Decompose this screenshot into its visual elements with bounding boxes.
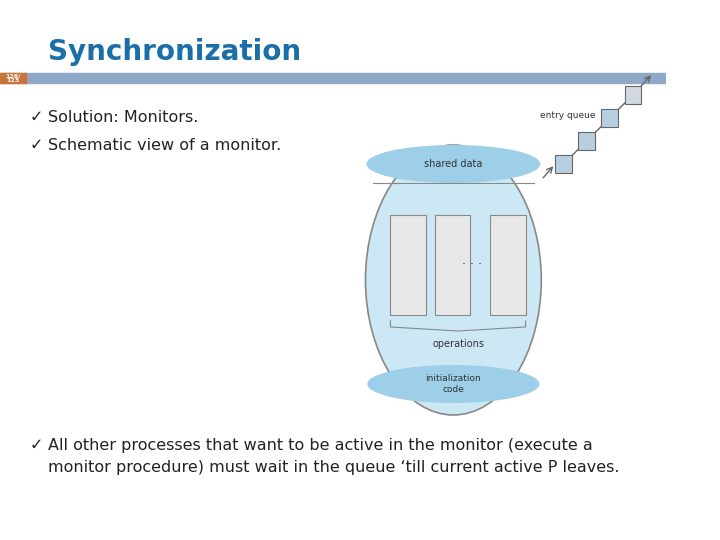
Bar [624,86,642,104]
Text: Schematic view of a monitor.: Schematic view of a monitor. [48,138,282,153]
Text: ✓: ✓ [30,110,43,125]
Bar [0,73,666,83]
Bar [601,109,618,127]
Bar [555,155,572,173]
Text: ✓: ✓ [30,438,43,453]
Bar [578,132,595,150]
Text: Synchronization: Synchronization [48,38,301,66]
Text: operations: operations [432,339,484,349]
Bar [0,73,26,83]
Bar [390,215,426,315]
Text: All other processes that want to be active in the monitor (execute a
monitor pro: All other processes that want to be acti… [48,438,620,475]
Text: · · ·: · · · [462,259,482,272]
Text: shared data: shared data [424,159,482,169]
Text: ✓: ✓ [30,138,43,153]
Ellipse shape [367,365,539,403]
Bar [490,215,526,315]
Ellipse shape [366,145,541,183]
Text: Solution: Monitors.: Solution: Monitors. [48,110,199,125]
Text: 126/
123: 126/ 123 [5,73,21,83]
Ellipse shape [366,145,541,415]
Bar [435,215,470,315]
Text: entry queue: entry queue [541,111,596,120]
Text: initialization
code: initialization code [426,374,481,394]
Ellipse shape [364,143,543,417]
